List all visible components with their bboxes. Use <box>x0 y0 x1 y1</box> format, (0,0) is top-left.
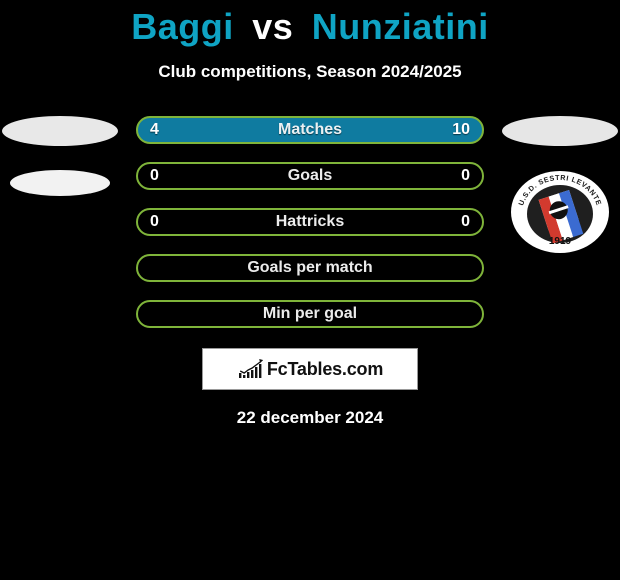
stat-bar-matches: Matches 4 10 <box>136 116 484 144</box>
avatar-placeholder <box>2 116 118 146</box>
svg-text:1919: 1919 <box>549 236 572 247</box>
stat-label: Min per goal <box>263 305 357 323</box>
bar-chart-icon <box>237 358 263 380</box>
brand-badge: FcTables.com <box>202 348 418 390</box>
stat-value-right: 0 <box>461 213 470 231</box>
left-avatar-column <box>0 116 120 220</box>
title-player-right: Nunziatini <box>312 6 489 47</box>
stat-value-left: 0 <box>150 213 159 231</box>
stat-bar-mpg: Min per goal <box>136 300 484 328</box>
stat-label: Matches <box>278 121 342 139</box>
stat-label: Goals <box>288 167 332 185</box>
stat-value-left: 0 <box>150 167 159 185</box>
stat-bar-hattricks: Hattricks 0 0 <box>136 208 484 236</box>
subtitle: Club competitions, Season 2024/2025 <box>0 62 620 82</box>
right-avatar-column: U.S.D. SESTRI LEVANTE 1919 <box>500 116 620 254</box>
title-vs: vs <box>252 6 293 47</box>
crest-icon: U.S.D. SESTRI LEVANTE 1919 <box>510 170 610 254</box>
brand-text: FcTables.com <box>267 359 383 380</box>
stat-value-left: 4 <box>150 121 159 139</box>
avatar-placeholder <box>10 170 110 196</box>
avatar-placeholder <box>502 116 618 146</box>
date-label: 22 december 2024 <box>0 408 620 428</box>
club-crest: U.S.D. SESTRI LEVANTE 1919 <box>510 170 610 254</box>
title-player-left: Baggi <box>131 6 234 47</box>
stat-label: Goals per match <box>247 259 372 277</box>
stat-value-right: 0 <box>461 167 470 185</box>
page-title: Baggi vs Nunziatini <box>0 6 620 48</box>
stat-label: Hattricks <box>276 213 344 231</box>
comparison-bars: Matches 4 10 Goals 0 0 Hattricks 0 0 Goals per ma… <box>136 116 484 328</box>
stat-bar-goals: Goals 0 0 <box>136 162 484 190</box>
stat-bar-gpm: Goals per match <box>136 254 484 282</box>
stat-value-right: 10 <box>452 121 470 139</box>
